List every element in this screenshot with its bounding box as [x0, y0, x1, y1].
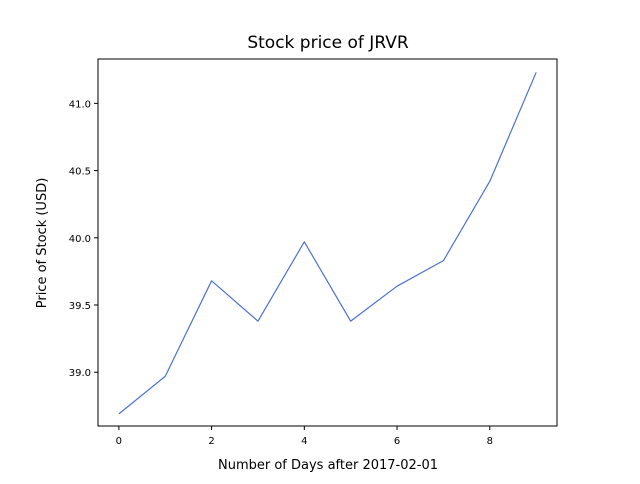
x-tick-label: 0: [116, 436, 122, 447]
y-axis-ticks: 39.0 39.5 40.0 40.5 41.0: [69, 99, 98, 379]
y-tick-label: 40.0: [69, 234, 91, 245]
x-tick-label: 8: [487, 436, 493, 447]
y-tick-label: 39.0: [69, 368, 91, 379]
x-tick-label: 6: [394, 436, 400, 447]
x-tick-label: 4: [301, 436, 307, 447]
series-line: [119, 72, 536, 413]
y-axis-label: Price of Stock (USD): [35, 178, 50, 309]
x-axis-label: Number of Days after 2017-02-01: [218, 458, 438, 473]
x-axis-ticks: 0 2 4 6 8: [116, 426, 493, 447]
x-tick-label: 2: [208, 436, 214, 447]
y-tick-label: 41.0: [69, 99, 91, 110]
plot-area-frame: [98, 59, 557, 426]
series-group: [119, 72, 536, 413]
chart-title: Stock price of JRVR: [247, 33, 408, 53]
y-tick-label: 39.5: [69, 301, 91, 312]
y-tick-label: 40.5: [69, 167, 91, 178]
